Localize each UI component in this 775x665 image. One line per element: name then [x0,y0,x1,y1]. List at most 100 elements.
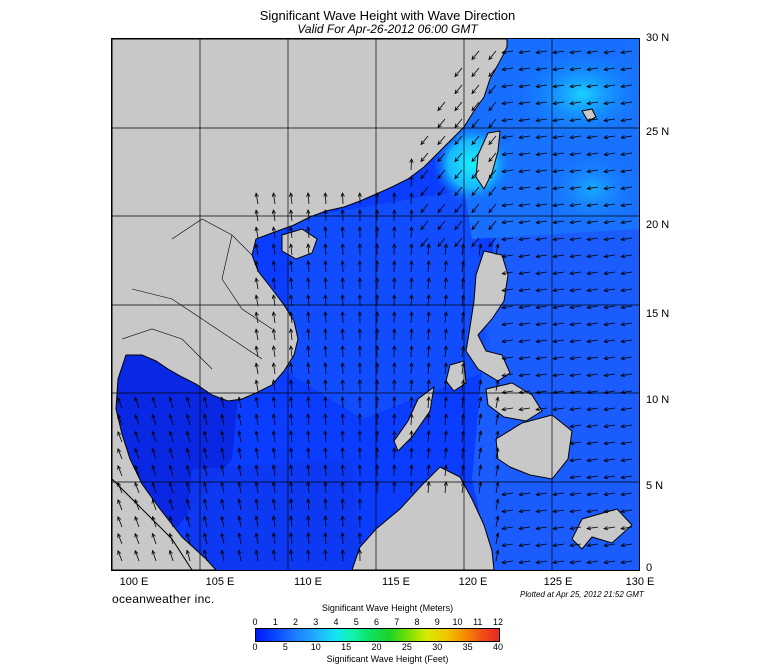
wave-arrow [495,516,499,528]
wave-arrow-head [478,243,483,249]
wave-arrow [461,278,464,290]
wave-arrow [255,278,259,290]
wave-arrow [587,322,599,326]
wave-arrow [307,209,310,222]
wave-arrow-head [409,413,414,418]
wave-arrow-head [392,226,397,231]
wave-arrow [410,226,412,239]
meters-tick-label: 3 [313,617,319,627]
wave-arrow [410,430,412,443]
wave-arrow [169,516,174,528]
wave-arrow-head [237,498,242,504]
wave-arrow-head [620,220,626,225]
wave-arrow-head [620,339,626,344]
wave-arrow [604,271,616,275]
wave-arrow-head [603,424,609,429]
wave-arrow [478,414,482,426]
wave-arrow [427,311,430,324]
wave-arrow [420,220,429,230]
wave-arrow [454,67,463,77]
wave-arrow [570,220,582,224]
wave-arrow-head [552,492,558,497]
wave-arrow [519,543,531,547]
wave-arrow [536,67,548,71]
wave-arrow-head [254,260,259,266]
wave-arrow-head [454,208,459,214]
wave-arrow-head [501,492,507,497]
wave-arrow [587,560,599,564]
meters-tick-label: 2 [292,617,298,627]
wave-arrow-head [620,271,626,276]
wave-arrow-head [586,67,592,72]
ryukyu-islands [581,108,597,122]
wave-arrow [604,458,616,462]
wave-arrow-head [134,413,139,419]
wave-arrow [478,431,482,443]
wave-arrow [290,227,293,239]
wave-arrow-head [586,220,592,225]
wave-arrow-head [254,413,259,419]
wave-arrow-head [185,430,190,436]
wave-arrow-head [443,464,448,469]
wave-arrow [117,397,123,409]
wave-arrow-head [569,50,575,55]
wave-arrow [478,448,482,460]
wave-arrow-head [289,413,294,419]
wave-arrow-head [117,481,122,487]
wave-arrow-head [426,413,431,418]
wave-arrow [134,516,140,528]
wave-arrow [519,356,531,360]
feet-tick-label: 35 [462,642,473,652]
wave-arrow-head [454,174,459,180]
wave-arrow-head [495,515,500,521]
wave-arrow-head [323,260,328,265]
wave-arrow [570,50,582,54]
wave-arrow [342,481,344,494]
wave-arrow [570,203,582,207]
wave-arrow-head [569,407,575,412]
wave-arrow [221,414,225,426]
wave-arrow [342,413,344,426]
feet-tick-label: 5 [282,642,288,652]
wave-arrow [553,67,565,71]
wave-arrow-head [117,430,122,436]
wave-arrow [536,390,548,394]
wave-arrow-head [306,413,311,418]
wave-arrow-head [323,192,328,197]
wave-arrow-head [620,322,626,327]
wave-arrow-head [237,549,242,555]
wave-arrow-head [443,362,448,367]
wave-arrow [152,550,157,562]
wave-arrow-head [437,123,442,129]
wave-arrow [519,407,531,411]
wave-arrow-head [203,532,208,538]
wave-arrow [410,209,412,222]
wave-arrow-head [168,396,173,402]
wave-arrow-head [552,322,558,327]
wave-arrow [255,261,259,273]
wave-arrow-head [603,203,609,208]
wave-arrow [238,414,242,426]
wave-arrow [536,509,548,513]
wave-arrow-head [620,560,626,565]
wave-arrow-head [501,271,507,276]
wave-arrow [519,152,531,156]
wave-arrow-head [117,515,122,521]
luzon-island [465,250,511,382]
wave-arrow-head [340,498,345,503]
wave-arrow-head [535,288,541,293]
wave-arrow [186,414,191,426]
wave-arrow [519,509,531,513]
wave-arrow-head [203,549,208,555]
wave-arrow-head [535,203,541,208]
wave-arrow-head [518,152,524,157]
wave-arrow-head [185,549,190,555]
wave-arrow-head [306,294,311,299]
wave-arrow [471,84,480,94]
wave-arrow [255,244,259,256]
wave-arrow-head [323,430,328,435]
wave-arrow [604,152,616,156]
wave-arrow [502,492,514,496]
wave-arrow [621,424,633,428]
wave-arrow-head [443,379,448,384]
